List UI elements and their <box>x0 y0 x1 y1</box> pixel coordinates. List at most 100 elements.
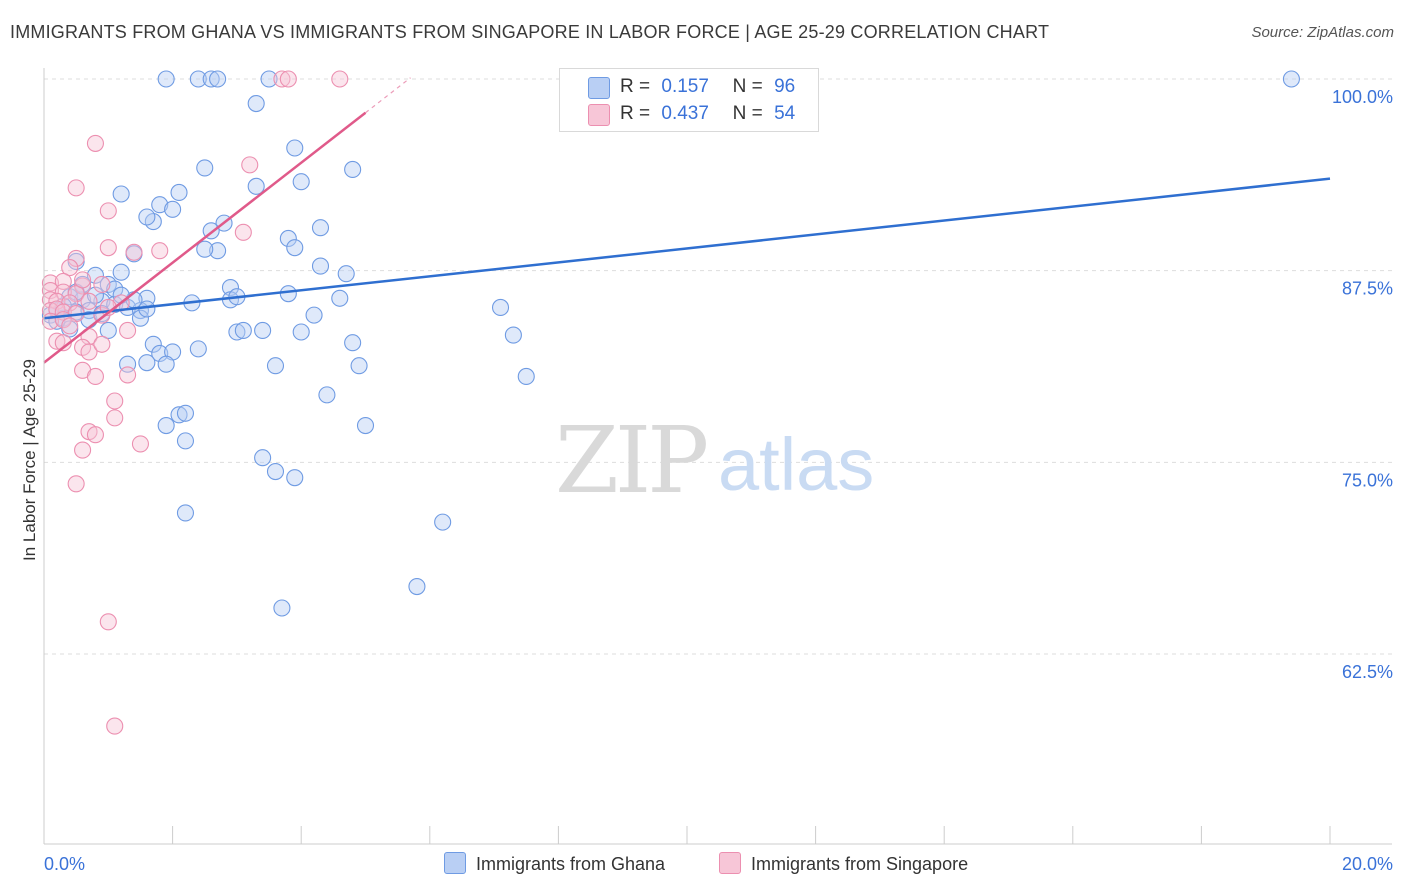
ghana-point <box>305 306 323 324</box>
ghana-point <box>504 326 522 344</box>
bottom-legend-ghana: Immigrants from Ghana <box>444 852 665 875</box>
ghana-point <box>234 321 252 340</box>
singapore-point <box>93 335 111 353</box>
ghana-point <box>106 280 124 298</box>
singapore-point <box>151 242 169 260</box>
singapore-point <box>106 409 124 427</box>
ghana-point <box>189 340 207 358</box>
bottom-legend-swatch-ghana <box>444 852 466 874</box>
singapore-point <box>273 70 291 88</box>
ghana-point <box>260 70 278 88</box>
ghana-point <box>337 265 355 283</box>
ghana-point <box>151 196 169 214</box>
ghana-point <box>266 462 285 481</box>
ghana-point <box>112 185 130 203</box>
ghana-point <box>86 266 104 284</box>
ghana-point <box>176 404 195 422</box>
ghana-point <box>318 386 336 404</box>
ghana-point <box>138 300 156 318</box>
ghana-point <box>99 321 117 340</box>
ghana-point <box>273 599 291 617</box>
ghana-point <box>292 323 310 341</box>
ghana-point <box>221 278 240 297</box>
ghana-point <box>209 70 227 88</box>
bottom-legend-label-singapore: Immigrants from Singapore <box>751 854 969 874</box>
singapore-trend-extension <box>365 77 411 114</box>
singapore-point <box>74 441 92 459</box>
singapore-point <box>234 223 252 241</box>
watermark-atlas: atlas <box>718 423 874 506</box>
legend-ghana-n-label: N = <box>732 76 763 97</box>
ghana-point <box>517 367 535 386</box>
legend-singapore-n-label: N = <box>732 103 763 124</box>
ghana-point <box>286 139 304 157</box>
ghana-point <box>189 70 207 88</box>
ghana-point <box>144 335 162 353</box>
ghana-point <box>131 309 149 327</box>
ghana-point <box>138 354 156 372</box>
singapore-point <box>131 435 149 453</box>
singapore-point <box>119 366 137 384</box>
ghana-point <box>286 239 304 257</box>
ghana-point <box>151 344 169 363</box>
bottom-legend-singapore: Immigrants from Singapore <box>719 852 968 875</box>
ghana-point <box>157 416 175 435</box>
legend-ghana-r-label: R = <box>620 76 651 97</box>
axis-layer: 62.5% 75.0% 87.5% 100.0% 0.0% 20.0% <box>43 68 1393 874</box>
x-tick-label-min: 0.0% <box>44 854 85 874</box>
ghana-trend-line <box>43 177 1331 320</box>
ghana-point <box>164 200 182 218</box>
singapore-point <box>99 239 117 257</box>
ghana-point <box>138 208 156 226</box>
singapore-point <box>99 613 117 631</box>
ghana-point <box>254 449 272 467</box>
ghana-point <box>434 513 452 531</box>
singapore-point <box>61 317 79 335</box>
singapore-point <box>48 332 66 350</box>
ghana-point <box>356 416 375 435</box>
singapore-point <box>119 321 137 340</box>
legend-swatch-ghana <box>588 77 610 99</box>
singapore-point <box>54 283 72 301</box>
ghana-point <box>202 70 220 88</box>
ghana-point <box>196 159 214 177</box>
legend-ghana-r-value: 0.157 <box>661 76 709 97</box>
y-axis-label: In Labor Force | Age 25-29 <box>20 359 39 561</box>
singapore-point <box>67 285 85 303</box>
watermark-zip: ZIP <box>555 407 706 514</box>
ghana-point <box>247 177 265 195</box>
ghana-point <box>292 173 310 191</box>
ghana-point <box>311 219 330 237</box>
x-tick-label-max: 20.0% <box>1342 854 1393 874</box>
singapore-point <box>74 271 92 289</box>
stats-legend: R = 0.157 N = 96 R = 0.437 N = 54 <box>559 68 819 132</box>
y-tick-label: 87.5% <box>1342 279 1393 299</box>
singapore-point <box>99 202 117 220</box>
legend-singapore-r-value: 0.437 <box>661 103 709 124</box>
singapore-point <box>67 179 85 197</box>
y-tick-label: 62.5% <box>1342 662 1393 682</box>
singapore-point <box>67 249 85 267</box>
ghana-point <box>266 357 285 375</box>
singapore-point <box>279 70 297 88</box>
singapore-point <box>106 392 124 410</box>
trend-layer <box>43 77 1331 364</box>
y-tick-label: 75.0% <box>1342 470 1393 490</box>
legend-singapore-n-value: 54 <box>774 103 796 124</box>
ghana-point <box>196 240 214 258</box>
singapore-point <box>125 243 143 261</box>
singapore-point <box>61 259 79 277</box>
ghana-point <box>157 355 175 373</box>
legend-ghana-n-value: 96 <box>774 76 796 97</box>
ghana-point <box>112 263 130 281</box>
watermark: ZIP atlas <box>555 407 874 514</box>
ghana-point <box>491 298 510 317</box>
ghana-point <box>176 504 195 522</box>
bottom-legend-swatch-singapore <box>719 852 741 874</box>
ghana-point <box>279 229 297 248</box>
ghana-point <box>157 70 175 88</box>
y-tick-label: 100.0% <box>1332 87 1393 107</box>
singapore-point <box>80 292 98 310</box>
ghana-point <box>311 257 330 275</box>
